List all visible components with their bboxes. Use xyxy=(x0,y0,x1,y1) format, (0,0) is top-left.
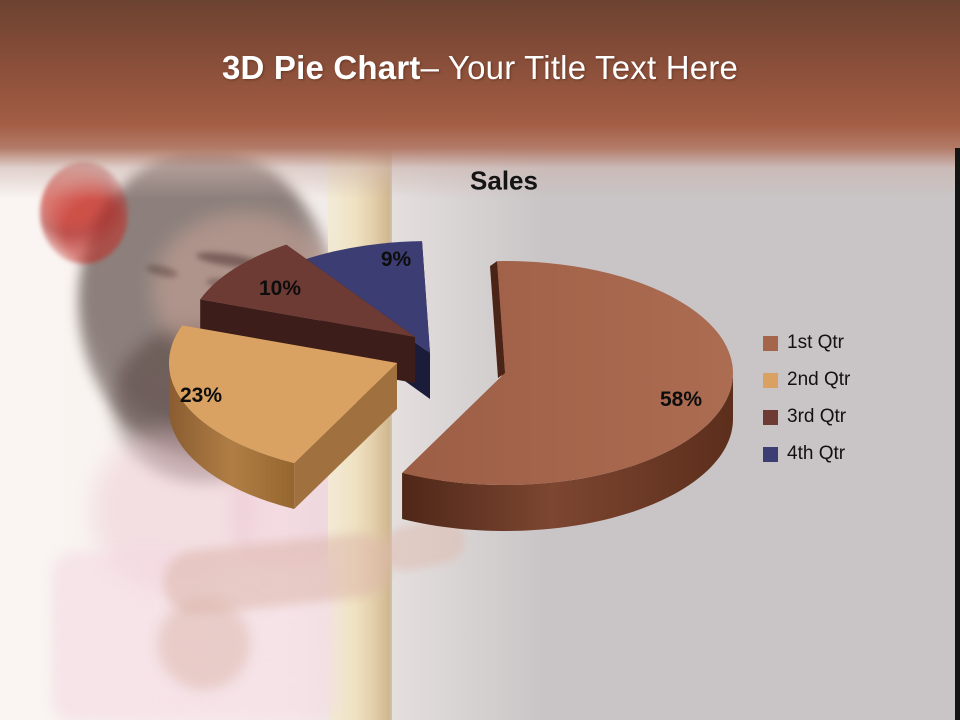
legend-swatch xyxy=(763,335,778,351)
pie-inner-wall xyxy=(490,261,505,378)
slide-title: 3D Pie Chart– Your Title Text Here xyxy=(0,49,960,87)
slide-title-rest: – Your Title Text Here xyxy=(420,49,739,86)
legend-swatch xyxy=(763,409,778,425)
legend-item: 4th Qtr xyxy=(763,443,850,465)
legend-swatch xyxy=(763,372,778,388)
pie-slice-top xyxy=(402,261,734,486)
legend-label: 3rd Qtr xyxy=(787,406,847,427)
pie-percent-label: 10% xyxy=(258,277,302,300)
pie-slice-rim xyxy=(402,373,733,532)
legend-label: 2nd Qtr xyxy=(787,369,851,390)
slide-title-bold: 3D Pie Chart xyxy=(221,49,421,86)
legend-item: 3rd Qtr xyxy=(763,406,850,428)
pie-slice-rim xyxy=(168,363,295,509)
legend-label: 4th Qtr xyxy=(787,443,846,464)
legend-item: 1st Qtr xyxy=(763,332,850,354)
pie-percent-label: 23% xyxy=(179,384,223,407)
chart-title: Sales xyxy=(470,165,538,196)
girl-elbow xyxy=(158,598,250,690)
pie-percent-label: 58% xyxy=(659,388,703,411)
legend-swatch xyxy=(763,446,778,462)
legend: 1st Qtr 2nd Qtr 3rd Qtr 4th Qtr xyxy=(763,332,850,480)
header-band xyxy=(0,0,960,205)
legend-item: 2nd Qtr xyxy=(763,369,850,391)
pie-slice-top xyxy=(168,325,397,463)
pie-slice-top xyxy=(200,244,415,337)
pie-percent-label: 9% xyxy=(380,248,412,271)
right-edge-strip xyxy=(955,148,960,720)
legend-label: 1st Qtr xyxy=(787,332,845,353)
